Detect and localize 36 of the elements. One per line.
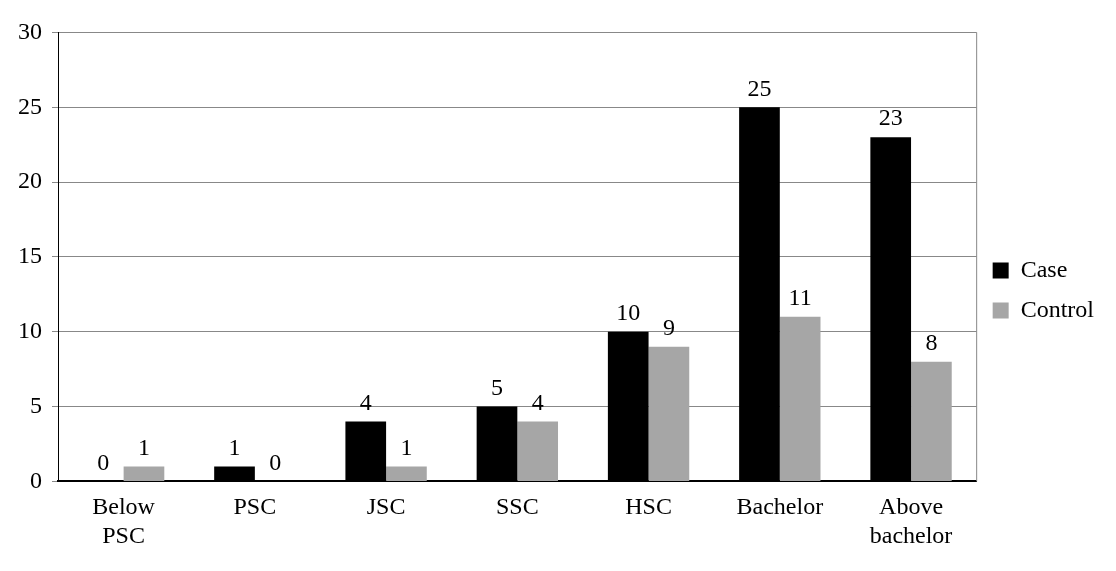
data-label: 8 xyxy=(925,328,938,355)
data-label: 10 xyxy=(616,299,641,326)
x-tick-label: SSC xyxy=(495,493,539,520)
x-tick-label: HSC xyxy=(625,493,672,520)
x-tick-label: Below PSC xyxy=(92,493,156,548)
y-tick-label: 20 xyxy=(18,167,42,194)
y-tick-label: 0 xyxy=(30,466,42,493)
data-label: 1 xyxy=(228,433,241,460)
data-label: 11 xyxy=(788,284,812,311)
data-label: 25 xyxy=(747,74,772,101)
x-tick-label: PSC xyxy=(233,493,277,520)
data-label: 4 xyxy=(359,388,372,415)
bar xyxy=(123,466,165,481)
y-tick-label: 25 xyxy=(18,92,42,119)
x-tick-label: JSC xyxy=(366,493,406,520)
legend-label: Case xyxy=(1020,255,1068,282)
bar xyxy=(911,361,952,481)
y-tick-label: 15 xyxy=(18,242,42,269)
x-tick-label: Above bachelor xyxy=(869,493,953,548)
bar xyxy=(648,346,690,481)
data-label: 5 xyxy=(490,373,503,400)
bar xyxy=(517,421,559,481)
data-label: 1 xyxy=(137,433,150,460)
data-label: 9 xyxy=(662,314,675,340)
y-tick-label: 30 xyxy=(18,17,42,44)
y-tick-label: 10 xyxy=(18,317,42,344)
data-label: 23 xyxy=(878,104,903,131)
data-label: 1 xyxy=(400,433,413,460)
legend-label: Control xyxy=(1020,295,1095,322)
x-tick-label: Bachelor xyxy=(736,493,824,520)
y-tick-label: 5 xyxy=(30,391,42,418)
data-label: 4 xyxy=(531,388,544,415)
bar xyxy=(779,316,821,481)
bar xyxy=(386,466,427,481)
data-label: 0 xyxy=(269,448,282,475)
data-label: 0 xyxy=(97,448,110,475)
